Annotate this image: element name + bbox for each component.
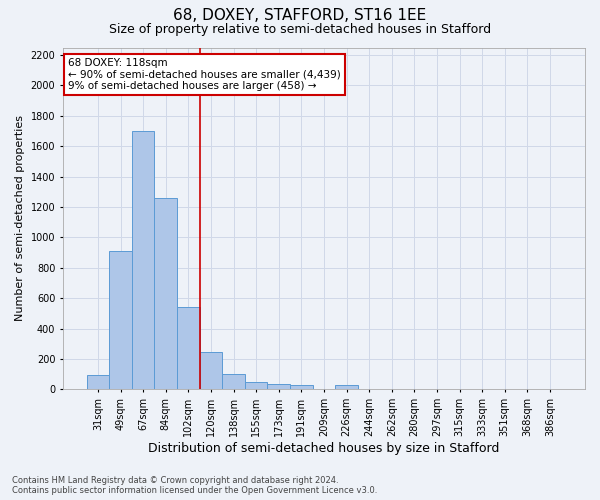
Bar: [200, 352, 222, 390]
Bar: [177, 308, 200, 390]
Text: 68 DOXEY: 118sqm
← 90% of semi-detached houses are smaller (4,439)
9% of semi-de: 68 DOXEY: 118sqm ← 90% of semi-detached …: [68, 58, 341, 91]
Bar: [268, 384, 290, 390]
Bar: [290, 385, 313, 390]
Bar: [86, 374, 109, 390]
Y-axis label: Number of semi-detached properties: Number of semi-detached properties: [15, 116, 25, 322]
Bar: [335, 386, 358, 390]
Text: Contains HM Land Registry data © Crown copyright and database right 2024.
Contai: Contains HM Land Registry data © Crown c…: [12, 476, 377, 495]
Bar: [109, 251, 132, 390]
Text: 68, DOXEY, STAFFORD, ST16 1EE: 68, DOXEY, STAFFORD, ST16 1EE: [173, 8, 427, 22]
Bar: [154, 198, 177, 390]
Bar: [132, 131, 154, 390]
Text: Size of property relative to semi-detached houses in Stafford: Size of property relative to semi-detach…: [109, 22, 491, 36]
Bar: [245, 382, 268, 390]
X-axis label: Distribution of semi-detached houses by size in Stafford: Distribution of semi-detached houses by …: [148, 442, 500, 455]
Bar: [222, 374, 245, 390]
